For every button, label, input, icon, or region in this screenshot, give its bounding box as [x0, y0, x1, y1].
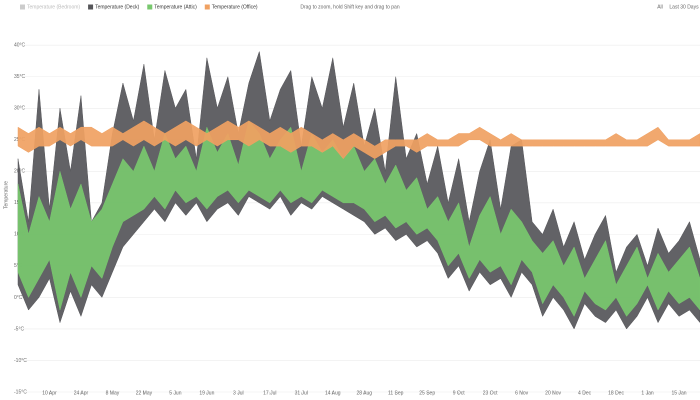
y-tick-label: -5°C	[14, 326, 24, 332]
y-tick-label: -10°C	[14, 358, 27, 364]
legend-label[interactable]: Temperature (Office)	[212, 4, 258, 10]
legend-label[interactable]: Temperature (Deck)	[95, 4, 140, 10]
range-button[interactable]: Last 30 Days	[669, 4, 699, 10]
legend-swatch	[147, 4, 153, 10]
legend-label[interactable]: Temperature (Attic)	[154, 4, 197, 10]
x-tick-label: 28 Aug	[356, 390, 372, 396]
x-tick-label: 22 May	[136, 390, 153, 396]
y-tick-label: 40°C	[14, 43, 26, 49]
x-tick-label: 10 Apr	[42, 390, 57, 396]
legend-swatch	[204, 4, 210, 10]
x-tick-label: 24 Apr	[74, 390, 89, 396]
x-tick-label: 17 Jul	[263, 390, 276, 396]
y-tick-label: 30°C	[14, 106, 26, 112]
x-tick-label: 19 Jun	[199, 390, 214, 396]
x-tick-label: 11 Sep	[388, 390, 404, 396]
x-tick-label: 23 Oct	[483, 390, 498, 396]
y-tick-label: 0°C	[14, 295, 23, 301]
x-tick-label: 6 Nov	[515, 390, 529, 396]
x-tick-label: 9 Oct	[453, 390, 466, 396]
x-tick-label: 3 Jul	[233, 390, 244, 396]
x-tick-label: 15 Jan	[672, 390, 687, 396]
x-tick-label: 25 Sep	[419, 390, 435, 396]
x-tick-label: 14 Aug	[325, 390, 341, 396]
x-tick-label: 20 Nov	[545, 390, 561, 396]
x-tick-label: 4 Dec	[578, 390, 592, 396]
y-tick-label: -15°C	[14, 389, 27, 395]
legend-swatch	[88, 4, 94, 10]
legend-swatch	[20, 4, 25, 10]
x-tick-label: 18 Dec	[608, 390, 624, 396]
x-tick-label: 5 Jun	[169, 390, 181, 396]
x-tick-label: 31 Jul	[295, 390, 308, 396]
legend-label[interactable]: Temperature (Bedroom)	[27, 4, 80, 10]
zoom-hint: Drag to zoom, hold Shift key and drag to…	[300, 4, 399, 10]
x-tick-label: 8 May	[106, 390, 120, 396]
range-area	[17, 120, 700, 160]
y-axis-label: Temperature	[3, 181, 9, 209]
range-button[interactable]: All	[657, 4, 663, 10]
y-tick-label: 35°C	[14, 74, 26, 80]
x-tick-label: 1 Jan	[641, 390, 653, 396]
